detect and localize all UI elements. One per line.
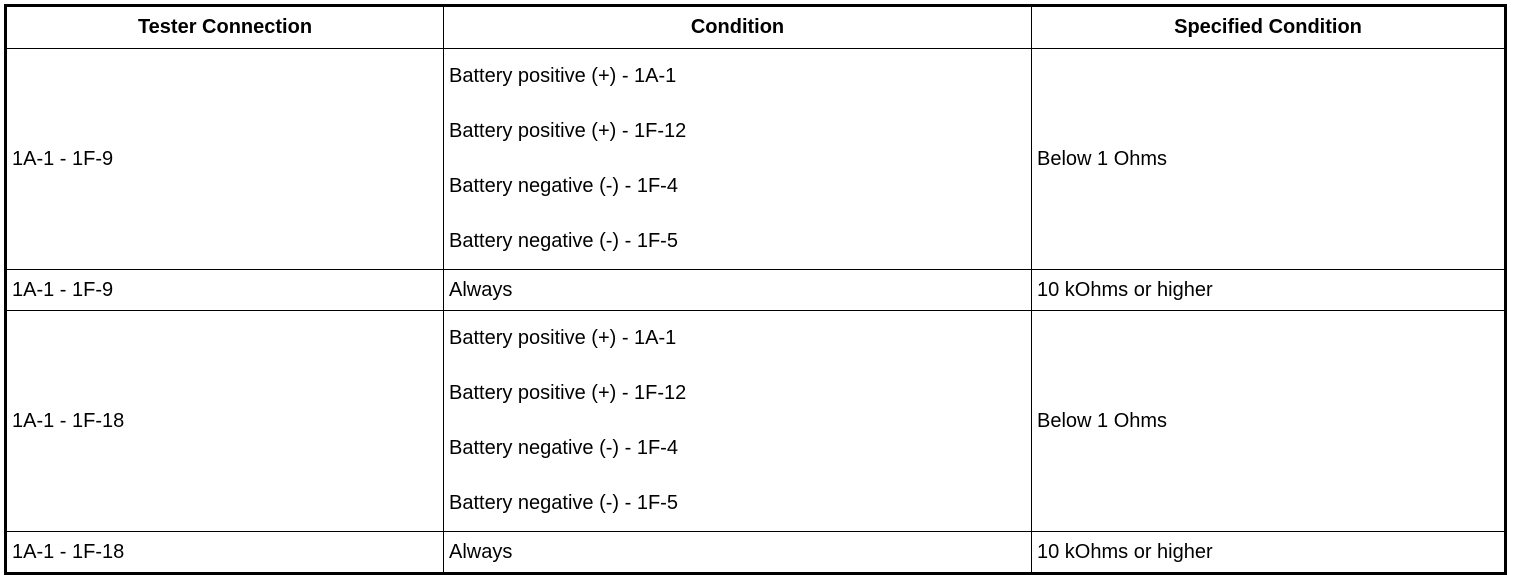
spec-table: Tester Connection Condition Specified Co… (4, 4, 1507, 575)
condition-line: Battery positive (+) - 1A-1 (449, 65, 677, 87)
condition-line: Battery positive (+) - 1A-1 (449, 327, 677, 349)
table-row: 1A-1 - 1F-18 Always 10 kOhms or higher (5, 531, 1506, 574)
cell-condition: Always (443, 269, 1032, 311)
cell-condition: Battery positive (+) - 1A-1 Battery posi… (443, 48, 1032, 270)
cell-specified: 10 kOhms or higher (1031, 269, 1506, 311)
condition-line: Battery positive (+) - 1F-12 (449, 382, 687, 404)
table-row: 1A-1 - 1F-9 Always 10 kOhms or higher (5, 269, 1506, 311)
cell-connection: 1A-1 - 1F-18 (5, 531, 444, 574)
cell-connection: 1A-1 - 1F-18 (5, 310, 444, 532)
cell-condition: Always (443, 531, 1032, 574)
header-condition: Condition (443, 5, 1032, 49)
condition-line: Battery negative (-) - 1F-4 (449, 175, 678, 197)
table-row: 1A-1 - 1F-18 Battery positive (+) - 1A-1… (5, 310, 1506, 532)
header-row: Tester Connection Condition Specified Co… (5, 5, 1506, 49)
condition-line: Battery positive (+) - 1F-12 (449, 120, 687, 142)
condition-line: Battery negative (-) - 1F-5 (449, 492, 678, 514)
cell-connection: 1A-1 - 1F-9 (5, 269, 444, 311)
cell-specified: Below 1 Ohms (1031, 310, 1506, 532)
header-specified-condition: Specified Condition (1031, 5, 1506, 49)
cell-condition: Battery positive (+) - 1A-1 Battery posi… (443, 310, 1032, 532)
cell-specified: Below 1 Ohms (1031, 48, 1506, 270)
cell-connection: 1A-1 - 1F-9 (5, 48, 444, 270)
cell-specified: 10 kOhms or higher (1031, 531, 1506, 574)
table-row: 1A-1 - 1F-9 Battery positive (+) - 1A-1 … (5, 48, 1506, 270)
condition-line: Battery negative (-) - 1F-5 (449, 230, 678, 252)
condition-line: Battery negative (-) - 1F-4 (449, 437, 678, 459)
header-tester-connection: Tester Connection (5, 5, 444, 49)
